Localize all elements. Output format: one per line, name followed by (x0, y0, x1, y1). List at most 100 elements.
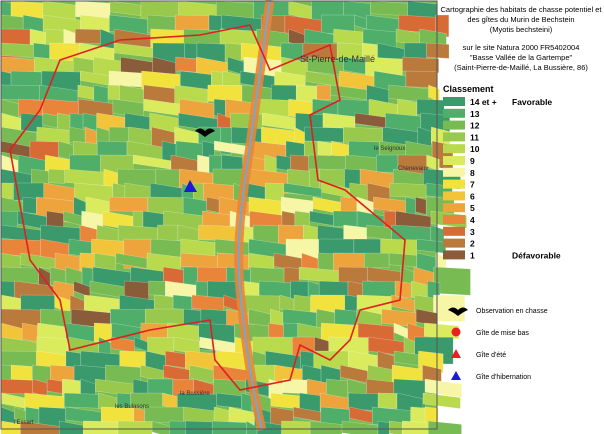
parcel (281, 420, 311, 434)
parcel (364, 252, 390, 269)
place-label: Chenevaux (398, 166, 428, 172)
place-label: les Bulasons (115, 404, 149, 410)
parcel (405, 70, 438, 88)
parcel (316, 84, 331, 101)
parcel (333, 28, 364, 46)
parcel (0, 378, 33, 395)
parcel (59, 420, 84, 434)
parcel (75, 28, 101, 44)
legend-swatch (443, 191, 465, 201)
parcel (0, 84, 40, 101)
place-label: l'Essart (14, 420, 34, 426)
parcel (180, 252, 218, 270)
parcel (415, 196, 427, 215)
parcel (20, 420, 60, 434)
parcel (389, 420, 403, 434)
parcel (283, 182, 322, 198)
parcel (389, 182, 427, 199)
parcel (402, 420, 429, 434)
map: St-Pierre-de-Maillé le Seignoux Chenevaux l… (0, 0, 471, 434)
parcel (148, 280, 166, 296)
map-frame (0, 0, 438, 430)
parcel (191, 294, 225, 312)
parcel (424, 378, 462, 398)
legend-label: 8 (470, 168, 475, 178)
parcel (0, 182, 14, 199)
parcel (21, 322, 38, 343)
parcel (270, 392, 300, 410)
symbol-label: Gîte d'été (476, 352, 506, 359)
legend-swatch (443, 179, 465, 189)
symbol-bat (448, 307, 468, 316)
legend-swatch (443, 167, 465, 177)
symbol-triangle (451, 371, 461, 380)
parcel (271, 84, 297, 102)
parcel (427, 420, 462, 434)
parcel (22, 196, 37, 214)
parcel (317, 252, 334, 271)
parcel (206, 196, 220, 213)
parcel (169, 420, 186, 434)
parcel (336, 42, 363, 60)
title-line: (Saint-Pierre-de-Maillé, La Bussière, 86… (454, 63, 588, 72)
parcel (435, 14, 450, 38)
parcel (64, 392, 99, 409)
symbol-label: Observation en chasse (476, 308, 548, 315)
title-line: (Myotis bechsteini) (490, 25, 553, 34)
parcel (207, 84, 243, 102)
legend-label: 7 (470, 180, 475, 190)
parcel (151, 420, 170, 434)
legend-label: 3 (470, 227, 475, 237)
title-line: sur le site Natura 2000 FR5402004 (463, 43, 580, 52)
parcel (109, 196, 149, 212)
legend-label: 1 (470, 250, 475, 260)
legend-swatch (443, 120, 465, 130)
symbol-label: Gîte de mise bas (476, 330, 529, 337)
parcel (426, 42, 450, 59)
parcel (398, 14, 436, 33)
parcel (216, 392, 242, 409)
parcel (97, 140, 128, 157)
river-bed (237, 0, 271, 431)
legend-swatch (443, 156, 465, 165)
parcel (304, 140, 319, 157)
legend-swatch (443, 203, 465, 213)
legend-label: 14 et + (470, 97, 497, 107)
symbol-label: Gîte d'hibernation (476, 374, 531, 381)
place-label: le Seignoux (374, 146, 405, 152)
parcel (42, 112, 58, 129)
place-label: St-Pierre-de-Maillé (300, 54, 375, 64)
parcel (422, 392, 461, 409)
parcel (46, 378, 63, 394)
legend-heading: Classement (443, 84, 494, 94)
parcel (64, 168, 105, 186)
parcel (48, 168, 65, 184)
bat-marker (195, 128, 215, 137)
parcel (366, 224, 392, 240)
parcel (377, 392, 398, 409)
parcel (117, 420, 153, 434)
legend-label: 4 (470, 215, 475, 225)
legend-label: 13 (470, 109, 480, 119)
parcel (0, 70, 12, 88)
parcel (304, 126, 344, 143)
legend: Cartographie des habitats de chasse pote… (441, 5, 603, 381)
legend-label: 12 (470, 121, 480, 131)
parcel (198, 224, 236, 242)
legend-label: 9 (470, 156, 475, 166)
parcel (0, 42, 34, 58)
legend-swatch (443, 238, 465, 248)
legend-swatch (443, 215, 465, 224)
legend-label: 2 (470, 239, 475, 249)
parcel (0, 420, 21, 434)
parcel (370, 0, 408, 17)
hibernation-marker (184, 180, 197, 192)
parcel (185, 420, 213, 434)
site-boundary (9, 24, 406, 391)
parcel (333, 210, 358, 227)
legend-label: 6 (470, 191, 475, 201)
legend-swatch (443, 144, 465, 154)
parcel (424, 322, 460, 340)
parcel (433, 294, 465, 322)
